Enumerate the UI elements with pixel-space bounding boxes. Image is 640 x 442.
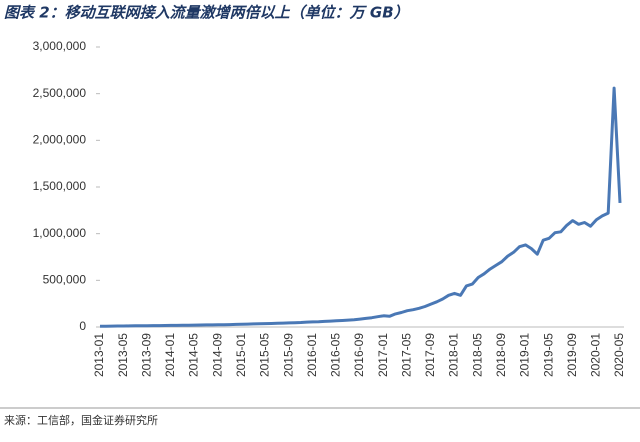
x-tick-label: 2014-09 — [210, 333, 224, 377]
x-tick-label: 2019-05 — [541, 333, 555, 377]
y-tick-label: 1,500,000 — [33, 179, 87, 193]
x-tick-label: 2016-05 — [329, 333, 343, 377]
x-tick-label: 2019-09 — [565, 333, 579, 377]
x-tick-label: 2013-09 — [139, 333, 153, 377]
x-tick-label: 2017-09 — [423, 333, 437, 377]
y-tick-label: 2,000,000 — [33, 133, 87, 147]
x-tick-label: 2013-05 — [116, 333, 130, 377]
x-tick-label: 2015-01 — [234, 333, 248, 377]
x-tick-label: 2018-09 — [494, 333, 508, 377]
x-tick-label: 2019-01 — [518, 333, 532, 377]
line-series — [99, 86, 622, 328]
x-tick-label: 2020-05 — [612, 333, 626, 377]
x-tick-label: 2016-01 — [305, 333, 319, 377]
x-tick-label: 2015-05 — [258, 333, 272, 377]
x-tick-label: 2020-01 — [589, 333, 603, 377]
x-tick-label: 2017-01 — [376, 333, 390, 377]
chart-title: 图表 2：移动互联网接入流量激增两倍以上（单位：万 GB） — [4, 4, 409, 22]
x-tick-label: 2016-09 — [352, 333, 366, 377]
y-tick-label: 1,000,000 — [33, 226, 87, 240]
x-tick-label: 2018-05 — [470, 333, 484, 377]
source: 来源：工信部，国金证券研究所 — [4, 413, 158, 427]
x-tick-label: 2014-01 — [163, 333, 177, 377]
x-tick-label: 2017-05 — [399, 333, 413, 377]
y-tick-label: 0 — [79, 319, 86, 333]
x-tick-label: 2014-05 — [187, 333, 201, 377]
x-tick-label: 2013-01 — [92, 333, 106, 377]
y-tick-label: 3,000,000 — [33, 39, 87, 53]
y-tick-label: 2,500,000 — [33, 86, 87, 100]
x-tick-label: 2018-01 — [447, 333, 461, 377]
x-tick-label: 2015-09 — [281, 333, 295, 377]
y-tick-label: 500,000 — [43, 273, 87, 287]
